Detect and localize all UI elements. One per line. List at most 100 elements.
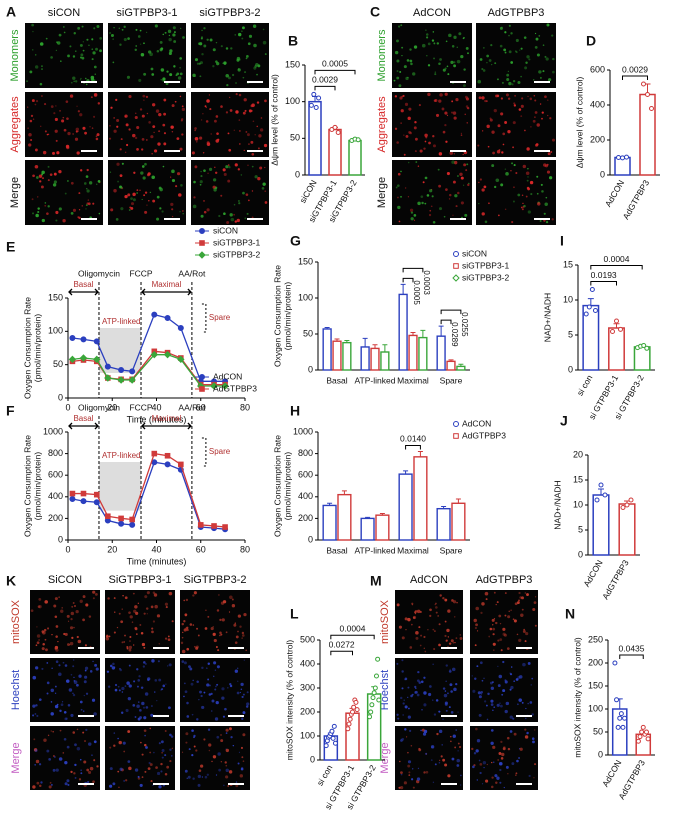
micrograph-signal [419, 644, 422, 647]
micrograph-signal [167, 635, 170, 638]
micrograph-signal [262, 182, 266, 186]
micrograph-signal [93, 740, 97, 744]
micrograph [25, 92, 103, 157]
micrograph-signal [136, 147, 139, 151]
micrograph-signal [183, 682, 186, 685]
micrograph-signal [44, 600, 48, 604]
micrograph-signal [510, 61, 514, 64]
micrograph-signal [124, 685, 127, 688]
panel-letter: I [560, 233, 564, 249]
micrograph-signal [435, 611, 438, 614]
micrograph-signal [70, 181, 74, 185]
micrograph-signal [225, 47, 229, 50]
marker [128, 376, 136, 384]
micrograph-signal [433, 713, 437, 716]
micrograph-signal [240, 746, 243, 749]
micrograph-signal [457, 191, 460, 195]
micrograph-signal [183, 620, 186, 623]
micrograph-signal [86, 768, 90, 772]
data-point [615, 724, 621, 730]
micrograph-signal [82, 618, 85, 622]
micrograph-signal [547, 99, 549, 101]
micrograph-signal [234, 220, 238, 223]
micrograph-signal [498, 761, 503, 766]
micrograph-signal [31, 198, 34, 201]
micrograph-signal [187, 775, 191, 779]
micrograph-signal [247, 164, 249, 166]
micrograph-signal [127, 37, 130, 40]
micrograph-signal [72, 55, 76, 58]
micrograph-signal [227, 785, 229, 787]
micrograph-signal [398, 220, 401, 223]
micrograph-signal [216, 62, 220, 66]
micrograph-signal [481, 679, 484, 682]
bar [328, 128, 342, 176]
panel-letter: D [586, 33, 596, 49]
micrograph-signal [57, 641, 59, 643]
micrograph-signal [234, 622, 236, 624]
micrograph-signal [423, 635, 426, 639]
micrograph-signal [70, 713, 74, 717]
micrograph-signal [410, 217, 414, 221]
micrograph-signal [50, 730, 52, 732]
micrograph-signal [475, 623, 478, 627]
micrograph-signal [393, 79, 396, 82]
micrograph-signal [460, 134, 463, 136]
micrograph-signal [202, 152, 205, 154]
micrograph-signal [450, 111, 454, 114]
column-label: siGTPBP3-2 [199, 7, 260, 19]
series-line [72, 313, 226, 382]
data-point [612, 660, 618, 666]
micrograph-signal [261, 187, 265, 190]
micrograph-signal [82, 731, 85, 734]
micrograph-signal [433, 57, 435, 60]
micrograph-signal [458, 745, 462, 749]
marker [68, 355, 77, 364]
micrograph-signal [80, 53, 84, 57]
micrograph-signal [435, 606, 438, 609]
micrograph-signal [437, 168, 440, 171]
micrograph-signal [79, 758, 82, 761]
micrograph-signal [105, 636, 110, 641]
data-point [353, 699, 359, 705]
x-tick-label: 0 [65, 544, 70, 554]
micrograph-signal [113, 26, 115, 29]
data-point [610, 329, 615, 334]
micrograph-signal [420, 680, 424, 684]
micrograph-signal [237, 68, 240, 70]
micrograph-signal [486, 54, 489, 58]
micrograph-signal [524, 728, 527, 731]
micrograph-signal [414, 121, 417, 124]
micrograph-signal [475, 749, 479, 753]
micrograph-signal [409, 48, 412, 51]
micrograph-signal [81, 56, 85, 60]
micrograph-signal [397, 25, 401, 28]
micrograph-signal [231, 598, 234, 601]
micrograph-signal [463, 68, 466, 71]
micrograph-signal [72, 692, 74, 694]
micrograph-signal [214, 688, 217, 691]
micrograph-signal [75, 130, 78, 133]
data-point [350, 709, 355, 715]
micrograph-signal [80, 769, 82, 772]
micrograph-signal [34, 103, 37, 106]
micrograph-signal [132, 703, 136, 707]
micrograph-signal [52, 151, 56, 155]
micrograph-signal [146, 613, 148, 615]
y-tick-label: 150 [285, 59, 300, 69]
micrograph-signal [525, 61, 528, 64]
micrograph-signal [419, 149, 423, 153]
micrograph-signal [527, 702, 529, 705]
micrograph-signal [194, 127, 197, 130]
micrograph-signal [212, 185, 216, 189]
micrograph-signal [524, 66, 528, 70]
micrograph [105, 726, 175, 790]
micrograph-signal [478, 713, 482, 717]
micrograph-signal [434, 630, 436, 632]
micrograph-signal [476, 665, 479, 668]
micrograph-signal [80, 772, 83, 775]
row-label: Aggregates [376, 96, 388, 153]
micrograph-signal [444, 92, 448, 96]
micrograph-signal [201, 705, 205, 710]
micrograph-signal [545, 196, 548, 199]
